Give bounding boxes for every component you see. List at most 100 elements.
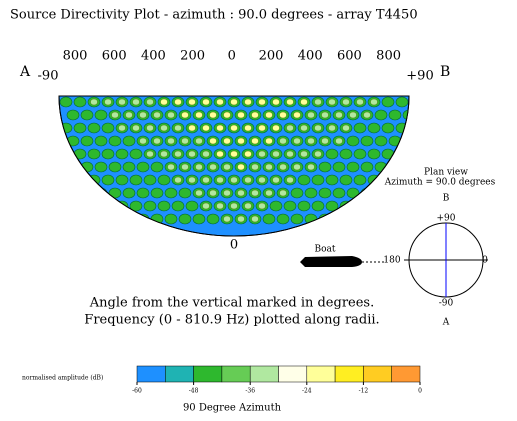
radial-tick-label: 600 [102, 49, 127, 64]
contour-core [293, 111, 301, 119]
contour-blob [59, 122, 73, 134]
contour-blob [311, 200, 325, 212]
contour-core [251, 111, 259, 119]
contour-core [244, 176, 252, 184]
contour-blob [122, 213, 136, 225]
contour-blob [388, 161, 402, 173]
contour-core [90, 98, 98, 106]
contour-blob [276, 213, 290, 225]
contour-blob [101, 122, 115, 134]
radial-tick-label: 400 [141, 49, 166, 64]
contour-core [356, 98, 364, 106]
contour-core [300, 150, 308, 158]
contour-blob [150, 161, 164, 173]
contour-blob [143, 174, 157, 186]
contour-core [265, 189, 273, 197]
radial-tick-label: 800 [63, 49, 88, 64]
contour-core [160, 150, 168, 158]
contour-core [209, 111, 217, 119]
radial-tick-label: 200 [259, 49, 284, 64]
contour-core [237, 111, 245, 119]
contour-core [202, 124, 210, 132]
contour-blob [374, 213, 388, 225]
contour-blob [59, 148, 73, 160]
contour-blob [381, 122, 395, 134]
radial-tick-label: 200 [180, 49, 205, 64]
colorbar-segment [363, 365, 392, 383]
contour-core [286, 124, 294, 132]
contour-core [237, 163, 245, 171]
contour-blob [318, 161, 332, 173]
contour-core [216, 176, 224, 184]
contour-core [202, 98, 210, 106]
contour-core [146, 124, 154, 132]
radial-tick-label: 400 [298, 49, 323, 64]
contour-core [223, 215, 231, 223]
contour-core [314, 98, 322, 106]
contour-blob [129, 148, 143, 160]
contour-blob [353, 148, 367, 160]
contour-core [258, 176, 266, 184]
contour-core [223, 137, 231, 145]
radial-tick-label: 800 [376, 49, 401, 64]
contour-blob [59, 96, 73, 108]
contour-blob [360, 161, 374, 173]
contour-blob [94, 161, 108, 173]
contour-blob [136, 187, 150, 199]
contour-core [251, 163, 259, 171]
colorbar-tick-label: -12 [359, 388, 369, 395]
colorbar-tick-label: 0 [418, 388, 422, 395]
contour-blob [332, 187, 346, 199]
colorbar-segment [334, 365, 364, 383]
contour-core [229, 72, 239, 94]
contour-core [321, 137, 329, 145]
contour-core [307, 111, 315, 119]
title: Source Directivity Plot - azimuth : 90.0… [10, 8, 418, 23]
contour-blob [87, 122, 101, 134]
contour-blob [164, 187, 178, 199]
contour-blob [325, 148, 339, 160]
contour-blob [73, 174, 87, 186]
contour-blob [290, 213, 304, 225]
contour-blob [332, 161, 346, 173]
caption: Frequency (0 - 810.9 Hz) plotted along r… [84, 313, 379, 328]
colorbar-tick-label: -24 [302, 388, 312, 395]
contour-core [335, 137, 343, 145]
colorbar-tick-label: -60 [132, 388, 142, 395]
contour-blob [381, 200, 395, 212]
colorbar-label: normalised amplitude (dB) [22, 375, 103, 382]
contour-blob [178, 213, 192, 225]
contour-blob [395, 96, 409, 108]
contour-core [293, 163, 301, 171]
contour-core [328, 98, 336, 106]
contour-blob [290, 187, 304, 199]
contour-blob [129, 200, 143, 212]
contour-core [251, 137, 259, 145]
contour-blob [402, 109, 409, 121]
contour-core [272, 150, 280, 158]
contour-core [265, 111, 273, 119]
contour-core [223, 111, 231, 119]
contour-core [188, 124, 196, 132]
contour-core [279, 137, 287, 145]
colorbar-segment [278, 365, 308, 383]
contour-core [202, 176, 210, 184]
contour-core [195, 163, 203, 171]
contour-blob [318, 187, 332, 199]
contour-blob [367, 122, 381, 134]
contour-core [167, 163, 175, 171]
contour-core [244, 124, 252, 132]
contour-core [328, 124, 336, 132]
contour-core [104, 98, 112, 106]
contour-core [209, 163, 217, 171]
boat-label: Boat [314, 245, 335, 255]
contour-core [265, 163, 273, 171]
colorbar-title: 90 Degree Azimuth [183, 403, 282, 414]
contour-blob [283, 200, 297, 212]
contour-core [139, 137, 147, 145]
contour-core [195, 111, 203, 119]
contour-core [202, 150, 210, 158]
contour-core [279, 111, 287, 119]
contour-core [363, 111, 371, 119]
contour-core [272, 124, 280, 132]
